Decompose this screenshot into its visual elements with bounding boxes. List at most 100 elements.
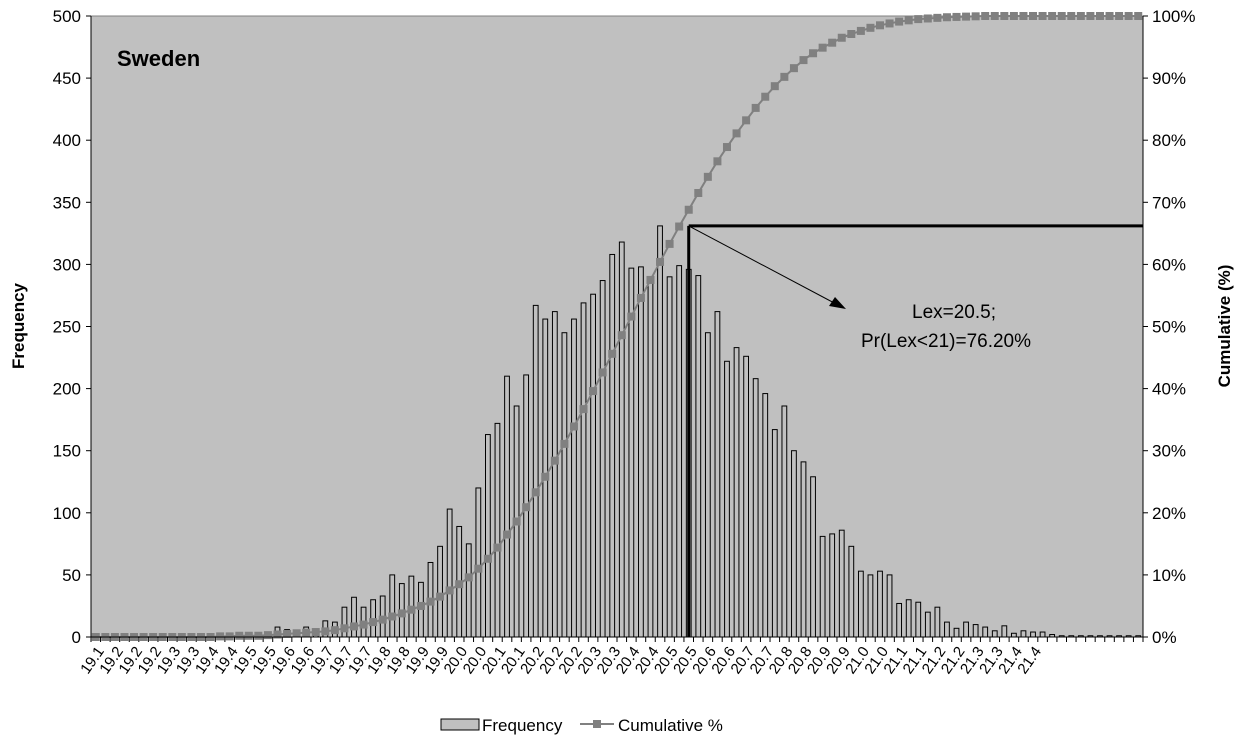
- y2-tick-label: 60%: [1152, 255, 1186, 274]
- cumulative-marker: [799, 56, 808, 65]
- legend-frequency-swatch: [440, 718, 480, 731]
- bar: [571, 318, 577, 638]
- bar: [580, 302, 587, 638]
- cumulative-marker: [914, 15, 923, 24]
- bar: [494, 422, 501, 638]
- cumulative-marker: [388, 612, 397, 621]
- bar: [657, 225, 663, 638]
- y2-tick-label: 0%: [1152, 628, 1177, 647]
- bar: [963, 621, 969, 638]
- bar: [551, 311, 558, 638]
- cumulative-marker: [531, 488, 540, 497]
- y-tick-label: 200: [53, 380, 81, 399]
- cumulative-marker: [445, 586, 454, 595]
- bar: [771, 429, 778, 638]
- y-tick-label: 50: [62, 566, 81, 585]
- bar: [743, 355, 749, 638]
- cumulative-marker: [627, 312, 636, 321]
- cumulative-marker: [646, 275, 655, 284]
- cumulative-marker: [1019, 12, 1028, 20]
- bar: [647, 282, 654, 638]
- y2-tick-label: 30%: [1152, 442, 1186, 461]
- bar: [628, 267, 635, 638]
- y2-tick-label: 10%: [1152, 566, 1186, 585]
- cumulative-marker: [369, 618, 378, 627]
- bar: [341, 606, 348, 638]
- bar: [351, 596, 357, 638]
- y2-tick-label: 90%: [1152, 69, 1186, 88]
- cumulative-marker: [359, 620, 368, 629]
- frequency-bars: [92, 225, 1142, 638]
- y-tick-label: 400: [53, 131, 81, 150]
- bar: [819, 535, 826, 638]
- bar: [934, 606, 941, 638]
- cumulative-marker: [665, 239, 674, 248]
- cumulative-marker: [952, 12, 961, 21]
- bar: [704, 332, 711, 638]
- cumulative-marker: [483, 554, 492, 563]
- cumulative-marker: [1038, 12, 1047, 20]
- bar: [982, 626, 989, 638]
- cumulative-marker: [350, 622, 358, 631]
- y-tick-label: 150: [53, 442, 81, 461]
- cumulative-marker: [971, 12, 980, 21]
- bar: [504, 375, 510, 638]
- cumulative-marker: [942, 13, 951, 22]
- cumulative-marker: [216, 632, 225, 641]
- cumulative-marker: [1076, 12, 1085, 20]
- bar: [733, 347, 740, 638]
- y2-tick-label: 70%: [1152, 193, 1186, 212]
- cumulative-marker: [703, 172, 712, 181]
- bar: [886, 574, 893, 638]
- bar: [638, 266, 644, 638]
- y-tick-label: 250: [53, 318, 81, 337]
- cumulative-marker: [1067, 12, 1076, 20]
- cumulative-marker: [1134, 12, 1143, 20]
- bar: [867, 574, 874, 638]
- bar: [915, 601, 922, 638]
- bar: [991, 630, 998, 638]
- bar: [877, 570, 883, 638]
- cumulative-marker: [617, 331, 626, 340]
- cumulative-marker: [722, 143, 731, 152]
- cumulative-marker: [837, 33, 846, 42]
- cumulative-marker: [589, 387, 598, 396]
- bar: [762, 393, 769, 638]
- cumulative-marker: [895, 17, 904, 26]
- cumulative-marker: [503, 530, 512, 539]
- bar: [714, 311, 721, 638]
- cumulative-line-group: [91, 12, 1143, 641]
- bar: [475, 487, 482, 638]
- y2-tick-label: 40%: [1152, 380, 1186, 399]
- cumulative-marker: [904, 16, 913, 25]
- cumulative-marker: [847, 30, 856, 39]
- bar: [848, 545, 855, 638]
- cumulative-marker: [636, 293, 645, 302]
- cumulative-marker: [809, 49, 818, 58]
- bar: [896, 602, 903, 638]
- cumulative-marker: [512, 517, 521, 526]
- y-tick-label: 0: [72, 628, 81, 647]
- y-axis-title: Frequency: [9, 282, 28, 369]
- bar: [800, 461, 807, 638]
- bar: [532, 304, 539, 638]
- cumulative-marker: [713, 157, 722, 166]
- cumulative-marker: [1057, 12, 1066, 20]
- cumulative-marker: [933, 13, 942, 22]
- bar: [829, 533, 836, 638]
- cumulative-marker: [235, 631, 244, 640]
- cumulative-marker: [856, 26, 865, 35]
- bar: [666, 276, 673, 638]
- cumulative-marker: [311, 628, 320, 637]
- cumulative-marker: [818, 43, 827, 52]
- bar: [618, 241, 625, 638]
- bar: [924, 611, 931, 638]
- cumulative-marker: [244, 631, 253, 640]
- cumulative-marker: [550, 456, 559, 465]
- cumulative-marker: [225, 632, 234, 641]
- cumulative-marker: [1048, 12, 1057, 20]
- cumulative-marker: [254, 631, 263, 640]
- bar: [1030, 631, 1036, 638]
- annotation-text-line1: Lex=20.5;: [912, 302, 996, 323]
- cumulative-marker: [321, 627, 330, 636]
